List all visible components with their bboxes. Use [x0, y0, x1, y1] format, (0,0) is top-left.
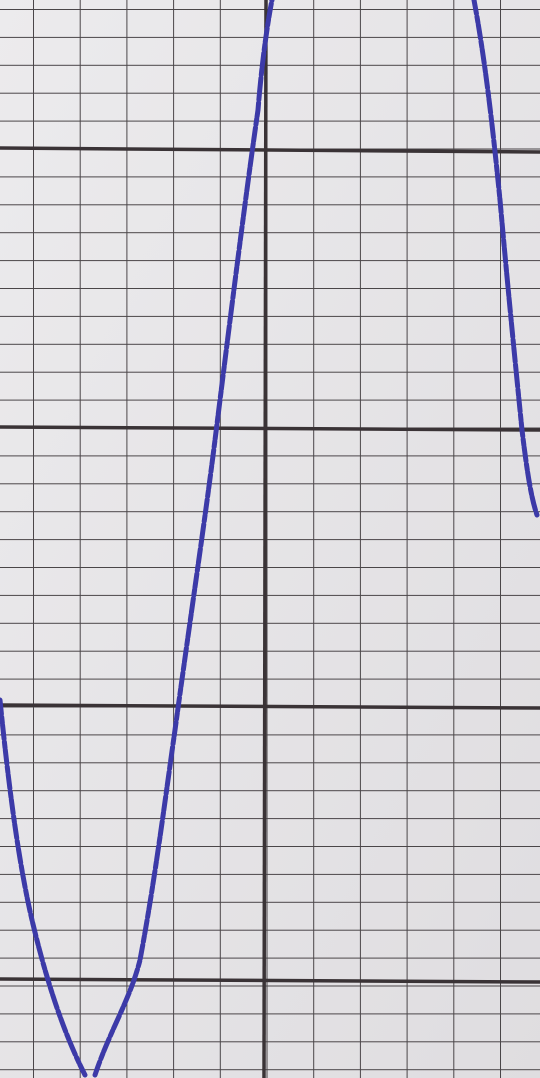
- major-grid-line: [0, 146, 540, 154]
- major-grid-line: [0, 977, 540, 984]
- major-grid-line: [262, 0, 268, 1078]
- trace-middle: [92, 0, 275, 1078]
- major-grid-line: [0, 703, 540, 710]
- trace-left: [0, 697, 88, 1078]
- trace-right: [471, 0, 540, 518]
- major-grid-line: [0, 425, 540, 432]
